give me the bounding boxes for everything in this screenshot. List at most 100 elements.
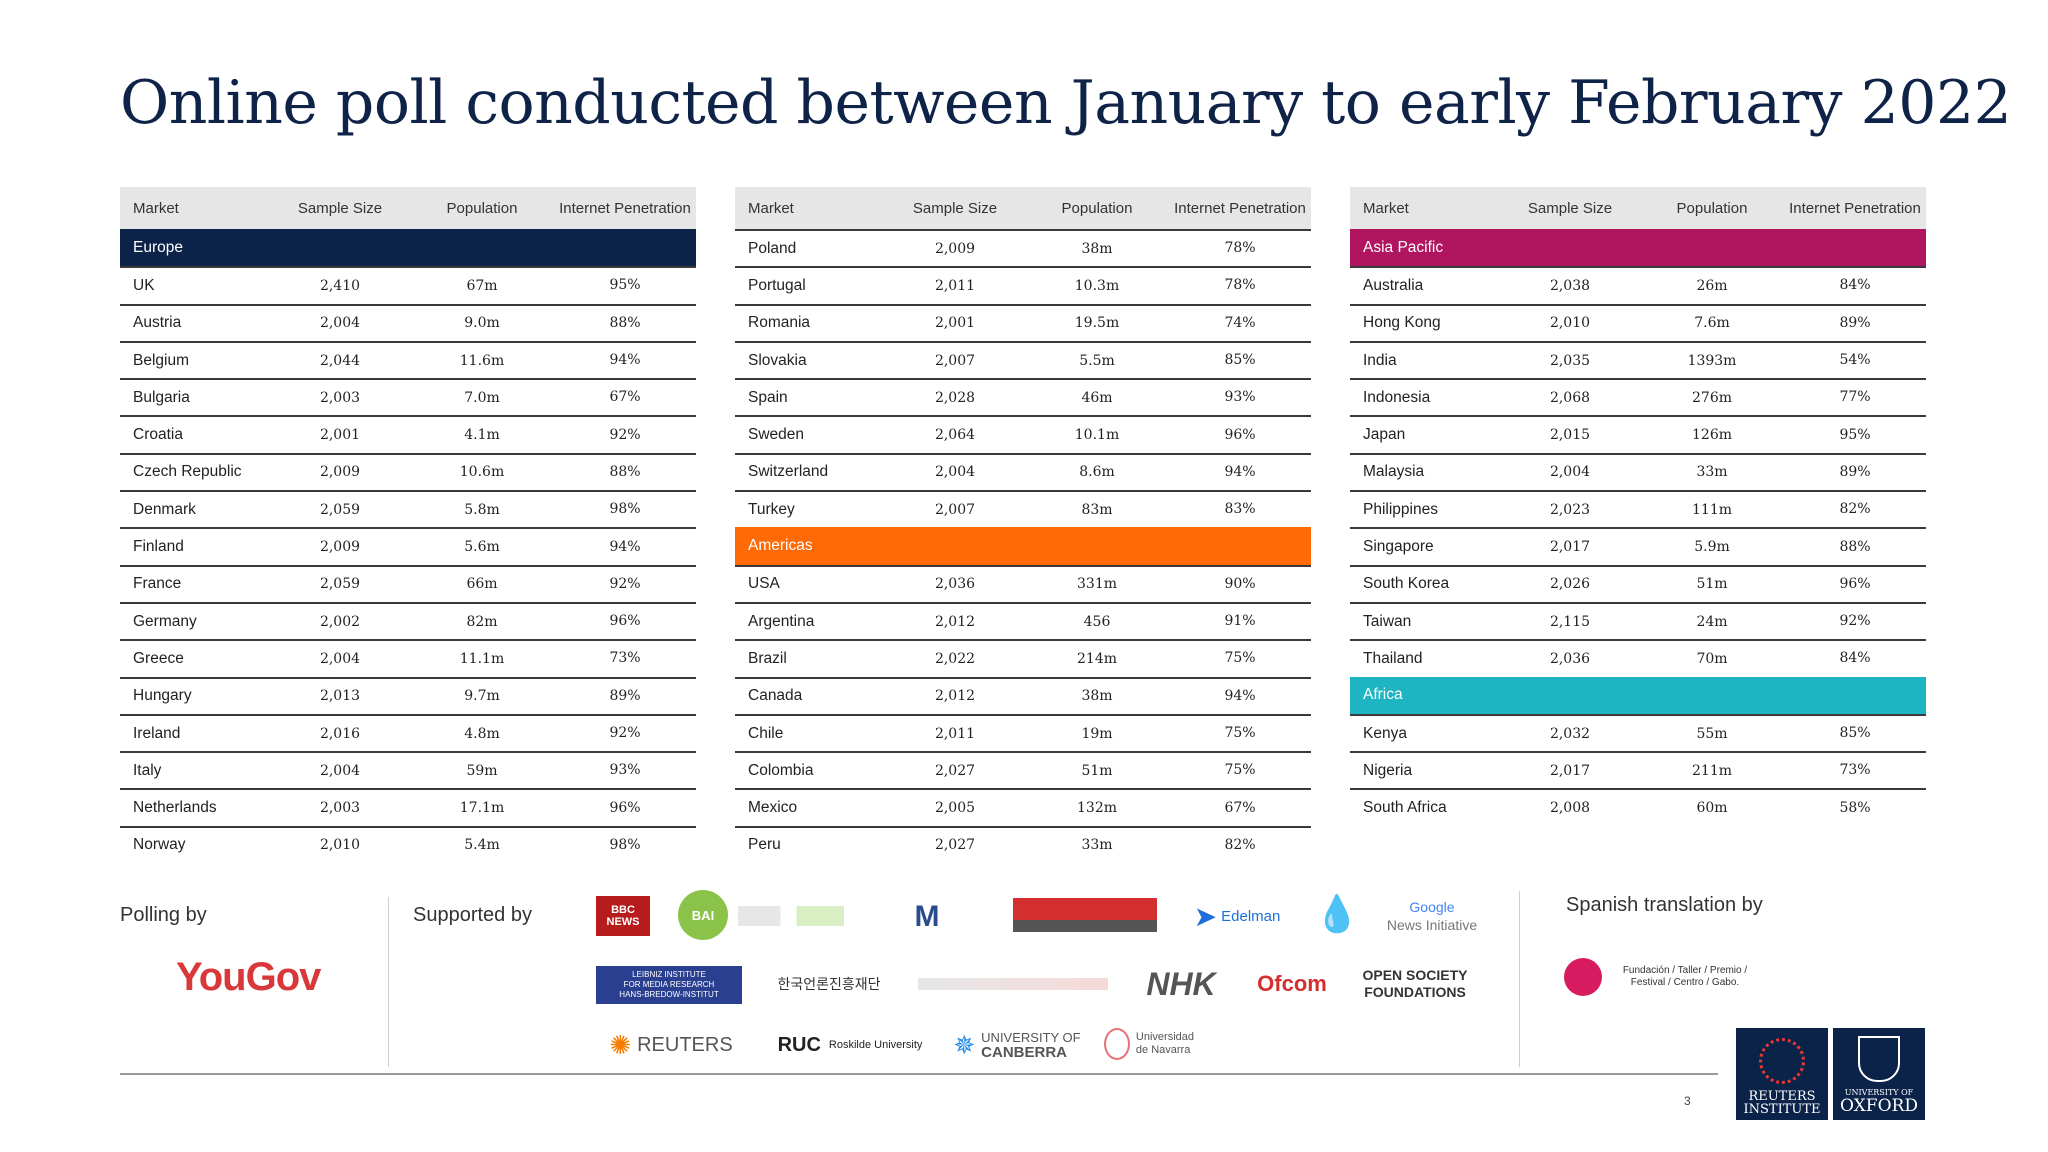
table-row: Czech Republic 2,009 10.6m 88%	[120, 452, 696, 490]
cell-internet-penetration: 77%	[1839, 389, 1871, 406]
leibniz-institute-logo: LEIBNIZ INSTITUTE FOR MEDIA RESEARCH HAN…	[596, 966, 742, 1004]
cell-market: Singapore	[1363, 538, 1434, 556]
cell-internet-penetration: 94%	[609, 352, 641, 369]
table-row: Taiwan 2,115 24m 92%	[1350, 601, 1926, 639]
cell-internet-penetration: 75%	[1224, 725, 1256, 741]
cell-internet-penetration: 92%	[609, 575, 641, 592]
cell-sample-size: 2,023	[1549, 501, 1591, 518]
col-market: Market	[748, 199, 794, 217]
cell-sample-size: 2,017	[1549, 539, 1591, 556]
cell-sample-size: 2,068	[1549, 389, 1591, 406]
open-society-line-2: FOUNDATIONS	[1364, 984, 1466, 1000]
nhk-logo: NHK	[1146, 965, 1216, 1002]
section-africa: Africa	[1350, 676, 1926, 714]
cell-internet-penetration: 82%	[1224, 836, 1256, 853]
cell-sample-size: 2,410	[319, 277, 361, 294]
cell-market: Brazil	[748, 649, 787, 667]
section-americas: Americas	[735, 527, 1311, 565]
cell-internet-penetration: 88%	[1839, 538, 1871, 555]
cell-population: 67m	[466, 277, 498, 294]
cell-market: Hungary	[133, 687, 192, 705]
cell-internet-penetration: 98%	[609, 836, 641, 853]
university-of-canberra-logo: ✵ UNIVERSITY OF CANBERRA	[953, 1026, 1080, 1064]
canberra-star-icon: ✵	[953, 1029, 976, 1060]
cell-market: Sweden	[748, 426, 805, 444]
table-row: Portugal 2,011 10.3m 78%	[735, 266, 1311, 303]
table-row: USA 2,036 331m 90%	[735, 564, 1311, 602]
cell-market: Australia	[1363, 276, 1424, 294]
gabo-icon	[1564, 958, 1602, 996]
table-row: Norway 2,010 5.4m 98%	[120, 825, 696, 863]
cell-market: Bulgaria	[133, 388, 190, 406]
m-logo: M	[868, 896, 986, 938]
cell-population: 456	[1083, 613, 1111, 630]
cell-population: 38m	[1081, 240, 1113, 257]
cell-market: Finland	[133, 538, 184, 556]
cell-population: 10.3m	[1074, 277, 1120, 294]
cell-sample-size: 2,036	[1549, 650, 1591, 667]
divider	[388, 897, 389, 1067]
bbc-news-logo: BBC NEWS	[596, 896, 650, 936]
cell-population: 51m	[1696, 576, 1728, 593]
cell-population: 46m	[1081, 389, 1113, 406]
table-row: Austria 2,004 9.0m 88%	[120, 303, 696, 341]
bai-text-logo	[738, 906, 844, 926]
cell-market: Norway	[133, 836, 186, 854]
cell-sample-size: 2,004	[319, 762, 361, 779]
navarra-line-2: de Navarra	[1135, 1044, 1191, 1056]
reuters-text: REUTERS	[637, 1033, 733, 1056]
table-row: Poland 2,009 38m 78%	[735, 229, 1311, 266]
col-internet-penetration: Internet Penetration	[1174, 199, 1306, 217]
col-population: Population	[446, 199, 518, 217]
cell-market: Kenya	[1363, 724, 1407, 742]
cell-population: 211m	[1692, 762, 1732, 779]
polling-by-label: Polling by	[120, 904, 207, 926]
cell-internet-penetration: 94%	[1224, 463, 1256, 480]
table-row: India 2,035 1393m 54%	[1350, 340, 1926, 378]
cell-market: Peru	[748, 836, 781, 854]
spanish-translation-label: Spanish translation by	[1566, 894, 1763, 916]
cell-sample-size: 2,059	[319, 576, 361, 593]
cell-market: Japan	[1363, 426, 1406, 444]
cell-sample-size: 2,004	[319, 315, 361, 332]
cell-sample-size: 2,026	[1549, 576, 1591, 593]
cell-sample-size: 2,004	[319, 650, 361, 667]
cell-market: Poland	[748, 239, 797, 257]
cell-population: 214m	[1077, 650, 1117, 667]
cell-sample-size: 2,007	[934, 352, 976, 369]
cell-population: 70m	[1696, 650, 1728, 667]
supported-by-label: Supported by	[413, 904, 532, 926]
cell-population: 5.4m	[464, 837, 500, 854]
cell-internet-penetration: 83%	[1224, 501, 1256, 518]
cell-sample-size: 2,035	[1549, 352, 1591, 369]
cell-population: 59m	[466, 762, 498, 779]
cell-population: 7.6m	[1694, 315, 1730, 332]
cell-sample-size: 2,027	[934, 762, 976, 779]
col-market: Market	[133, 199, 179, 217]
table-row: Indonesia 2,068 276m 77%	[1350, 378, 1926, 415]
cell-market: Chile	[748, 724, 784, 742]
cell-sample-size: 2,016	[319, 725, 361, 742]
cell-internet-penetration: 67%	[609, 389, 641, 406]
cell-market: Austria	[133, 314, 182, 332]
cell-market: South Africa	[1363, 799, 1447, 817]
table-row: Mexico 2,005 132m 67%	[735, 788, 1311, 825]
cell-sample-size: 2,008	[1549, 800, 1591, 817]
table-row: UK 2,410 67m 95%	[120, 266, 696, 303]
universidad-de-navarra-logo: Universidad de Navarra	[1104, 1024, 1194, 1064]
cell-sample-size: 2,003	[319, 389, 361, 406]
roskilde-university-logo: RUC Roskilde University	[772, 1030, 928, 1060]
m-letter: M	[914, 900, 940, 933]
cell-population: 26m	[1696, 277, 1728, 294]
table-row: Denmark 2,059 5.8m 98%	[120, 490, 696, 527]
cell-internet-penetration: 89%	[609, 687, 641, 704]
cell-market: Colombia	[748, 761, 814, 779]
cell-market: Czech Republic	[133, 463, 242, 481]
cell-internet-penetration: 95%	[609, 277, 641, 294]
cell-market: France	[133, 575, 182, 593]
section-europe: Europe	[120, 229, 696, 267]
ofcom-logo: Ofcom	[1257, 971, 1327, 996]
table-row: Romania 2,001 19.5m 74%	[735, 303, 1311, 341]
reuters-logo: ✺ REUTERS	[596, 1026, 746, 1064]
table-row: Italy 2,004 59m 93%	[120, 751, 696, 788]
